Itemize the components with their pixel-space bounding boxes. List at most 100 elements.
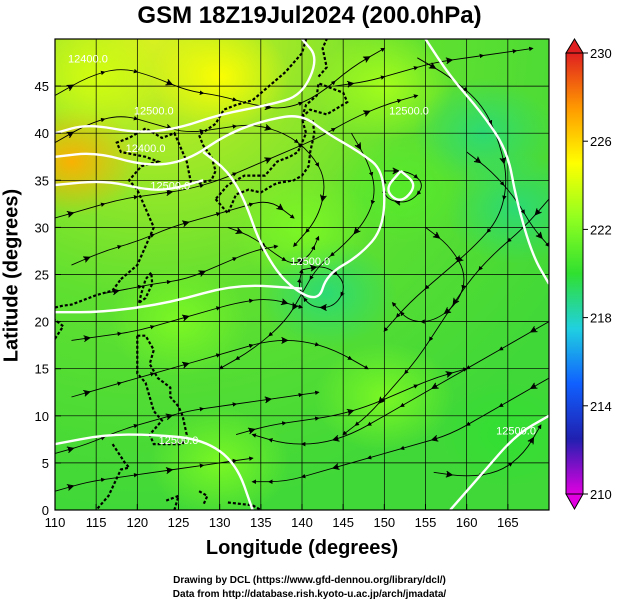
y-tick-label: 5 [42, 456, 49, 471]
colorbar-tick-label: 210 [590, 487, 612, 502]
streamline-arrow [297, 258, 305, 266]
streamline [227, 226, 320, 265]
streamline-arrow [281, 336, 289, 344]
geopotential-contour [387, 169, 415, 201]
x-tick-label: 115 [86, 515, 107, 530]
y-tick-label: 10 [35, 409, 49, 424]
colorbar-tick-label: 230 [590, 46, 612, 61]
geopotential-contour [55, 39, 316, 135]
y-tick-label: 45 [35, 79, 49, 94]
streamline [71, 298, 304, 341]
streamline-arrow [247, 427, 256, 435]
coastline [137, 269, 154, 304]
field-sample [446, 153, 549, 264]
streamline-arrow [445, 470, 454, 478]
geopotential-contour [449, 414, 549, 510]
geopotential-contour [55, 433, 254, 510]
streamline-arrow [535, 231, 543, 240]
colorbar-tick-label: 218 [590, 311, 612, 326]
geopotential-contour [55, 179, 204, 191]
streamline [71, 338, 369, 398]
streamline-arrow [309, 264, 318, 272]
streamline [251, 377, 549, 484]
streamline [235, 367, 468, 436]
streamline-arrow [392, 167, 400, 175]
y-tick-label: 0 [42, 503, 49, 518]
contour-label: 12500.0 [150, 181, 190, 193]
streamline-arrow [66, 84, 75, 91]
streamline-arrow [66, 211, 75, 218]
streamline [391, 227, 466, 324]
geopotential-contour-layer [55, 39, 549, 510]
coastline [198, 490, 209, 506]
streamline-arrow [430, 435, 439, 442]
contour-label: 12500.0 [159, 435, 199, 447]
contour-label: 12500.0 [134, 105, 174, 117]
colorbar-tick-label: 214 [590, 399, 612, 414]
x-tick-label: 160 [456, 515, 478, 530]
y-tick-label: 40 [35, 126, 49, 141]
y-tick-label: 30 [35, 220, 49, 235]
colorbar: 210 214 218 222 226 230 [565, 38, 612, 511]
x-tick-label: 150 [373, 515, 395, 530]
streamline [55, 456, 254, 492]
streamline-arrow [165, 467, 174, 474]
streamline-arrow [198, 270, 207, 277]
streamline-arrow [83, 256, 91, 263]
x-tick-label: 125 [168, 515, 190, 530]
y-tick-label: 35 [35, 173, 49, 188]
streamline-arrow [165, 189, 174, 197]
streamline-arrow [112, 288, 120, 296]
contour-label: 12400.0 [126, 143, 166, 155]
colorbar-ticks: 210 214 218 222 226 230 [583, 46, 612, 502]
streamline [334, 46, 534, 87]
streamline-arrow [66, 446, 75, 454]
streamline-arrow [331, 463, 340, 470]
y-axis-label: Latitude (degrees) [0, 188, 23, 363]
streamline-arrow [443, 307, 452, 315]
x-tick-label: 145 [332, 515, 354, 530]
credit-data: Data from http://database.rish.kyoto-u.a… [172, 589, 447, 600]
streamline-arrow [346, 80, 355, 88]
streamline-arrow [280, 298, 289, 306]
coastline [165, 494, 181, 510]
streamline-arrow [445, 371, 454, 378]
x-tick-label: 110 [45, 515, 66, 530]
streamline [382, 168, 422, 205]
streamline-arrow [432, 231, 441, 239]
coastline [55, 278, 122, 309]
x-axis-label: Longitude (degrees) [205, 537, 399, 559]
x-tick-label: 130 [209, 515, 231, 530]
contour-label: 12500.0 [389, 105, 429, 117]
streamline-arrow [165, 413, 174, 421]
streamline-arrow [529, 382, 538, 390]
streamline-arrow [529, 326, 538, 333]
contour-label-layer: 12400.0 12500.0 12400.0 12500.0 12500.0 12500… [68, 54, 536, 448]
x-tick-label: 140 [291, 515, 313, 530]
streamline-arrow [235, 227, 244, 234]
streamline-arrow [165, 79, 174, 86]
streamline-arrow [66, 484, 75, 491]
colorbar-min-arrow [565, 493, 584, 511]
x-axis-ticks: 110 115 120 125 130 135 140 145 150 155 160 165 [45, 504, 519, 530]
x-tick-label: 135 [250, 515, 272, 530]
x-tick-label: 165 [497, 515, 519, 530]
streamline-arrow [363, 110, 371, 117]
streamline-arrow [354, 142, 362, 150]
y-axis-ticks: 0 5 10 15 20 25 30 35 40 45 [35, 79, 61, 518]
geopotential-contour [55, 284, 303, 314]
y-tick-label: 15 [35, 362, 49, 377]
credit-drawing: Drawing by DCL (https://www.gfd-dennou.o… [173, 575, 446, 586]
colorbar-max-arrow [565, 38, 584, 54]
map-title: GSM 18Z19Jul2024 (200.0hPa) [137, 2, 482, 29]
streamline-arrow [181, 314, 190, 322]
streamline-arrow [181, 361, 190, 369]
y-tick-label: 20 [35, 315, 49, 330]
streamline-arrow [319, 304, 327, 311]
y-tick-label: 25 [35, 268, 49, 283]
streamline-arrow [473, 156, 482, 164]
streamline-arrow [445, 57, 454, 65]
streamline-arrow [181, 220, 190, 228]
contour-label: 12400.0 [68, 54, 108, 66]
